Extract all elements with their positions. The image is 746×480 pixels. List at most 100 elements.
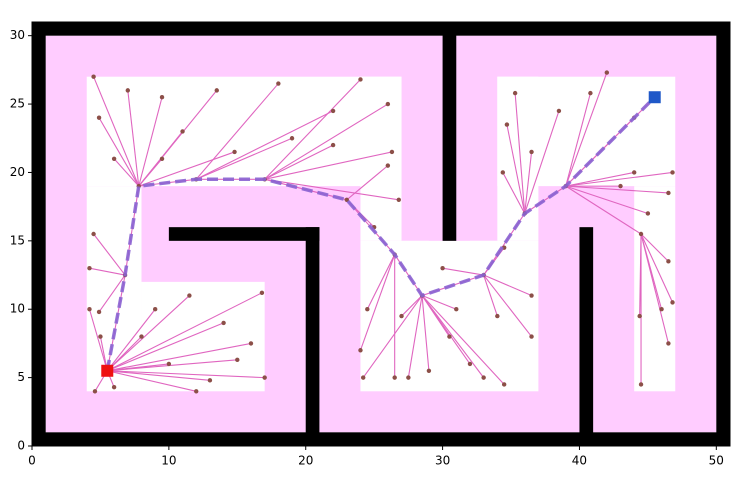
tree-edge: [565, 171, 635, 187]
tree-edge: [565, 72, 608, 187]
tree-node: [330, 142, 336, 148]
tree-node: [96, 309, 102, 315]
tree-edge: [264, 103, 389, 180]
tree-edge: [107, 292, 263, 372]
tree-node: [98, 334, 103, 339]
y-tick-label: 10: [10, 302, 25, 316]
tree-node: [365, 307, 370, 312]
tree-node: [344, 197, 349, 203]
free-zone: [497, 76, 676, 187]
tree-node: [399, 313, 404, 319]
tree-node: [467, 361, 473, 367]
goal-marker: [648, 91, 661, 104]
tree-edge: [138, 158, 163, 187]
x-tick-label: 20: [298, 454, 313, 468]
tree-node: [276, 81, 281, 86]
tree-edge: [107, 370, 210, 381]
tree-node: [645, 211, 651, 216]
tree-node: [358, 77, 363, 82]
tree-edge: [407, 295, 423, 378]
wall: [579, 227, 594, 446]
tree-edge: [506, 124, 526, 214]
x-tick-label: 50: [709, 454, 724, 468]
tree-node: [358, 348, 363, 353]
tree-edge: [98, 274, 126, 313]
tree-node: [604, 70, 610, 75]
tree-node: [666, 259, 671, 264]
tree-edge: [98, 117, 140, 187]
tree-node: [235, 357, 240, 363]
tree-edge: [565, 171, 673, 187]
tree-node: [666, 341, 671, 346]
tree-edge: [483, 274, 532, 297]
tree-edge: [264, 151, 393, 180]
x-tick-label: 0: [28, 454, 36, 468]
y-tick-label: 30: [10, 28, 25, 42]
tree-edge: [264, 178, 399, 201]
tree-edge: [113, 158, 140, 187]
tree-node: [111, 384, 117, 390]
tree-node: [495, 313, 500, 319]
tree-node: [504, 122, 510, 127]
tree-node: [91, 74, 96, 79]
tree-node: [92, 389, 98, 394]
tree-node: [214, 88, 219, 93]
tree-node: [87, 265, 92, 271]
tree-edge: [421, 295, 485, 378]
tree-edge: [565, 185, 669, 194]
tree-node: [500, 170, 506, 175]
tree-node: [180, 129, 185, 134]
tree-edge: [107, 342, 252, 372]
tree-node: [637, 313, 642, 319]
tree-node: [248, 341, 254, 346]
tree-edge: [93, 233, 126, 276]
tree-node: [440, 265, 445, 271]
tree-node: [529, 334, 534, 339]
tree-node: [396, 197, 401, 203]
y-tick-label: 5: [17, 370, 25, 384]
tree-edge: [639, 233, 642, 317]
tree-node: [406, 375, 411, 380]
tree-edge: [442, 267, 484, 276]
wall: [442, 22, 457, 241]
tree-node: [385, 101, 391, 107]
tree-node: [139, 334, 144, 339]
free-zone: [401, 240, 429, 269]
tree-edge: [106, 308, 156, 372]
tree-edge: [346, 165, 389, 201]
tree-node: [529, 149, 534, 155]
tree-node: [207, 378, 213, 383]
wall: [305, 227, 320, 446]
tree-edge: [106, 295, 190, 372]
tree-edge: [524, 151, 533, 214]
x-tick-label: 40: [572, 454, 587, 468]
tree-node: [361, 375, 366, 380]
tree-node: [262, 375, 267, 380]
tree-node: [447, 334, 452, 339]
free-zone: [469, 240, 498, 269]
wall: [32, 432, 730, 446]
tree-edge: [502, 172, 526, 214]
tree-node: [385, 163, 391, 168]
tree-node: [330, 108, 336, 114]
tree-node: [392, 375, 397, 380]
tree-edge: [195, 110, 334, 180]
tree-edge: [421, 295, 505, 385]
y-tick-label: 25: [10, 97, 25, 111]
tree-node: [618, 183, 623, 189]
tree-edge: [483, 274, 532, 337]
tree-edge: [138, 151, 235, 187]
tree-edge: [401, 295, 423, 317]
wall: [716, 22, 730, 446]
tree-node: [389, 149, 395, 155]
tree-edge: [524, 185, 567, 214]
tree-edge: [127, 90, 140, 187]
tree-edge: [138, 97, 163, 187]
tree-node: [111, 156, 117, 161]
y-tick-label: 20: [10, 165, 25, 179]
tree-edge: [88, 309, 108, 371]
y-tick-label: 15: [10, 233, 25, 247]
start-marker: [101, 364, 114, 377]
